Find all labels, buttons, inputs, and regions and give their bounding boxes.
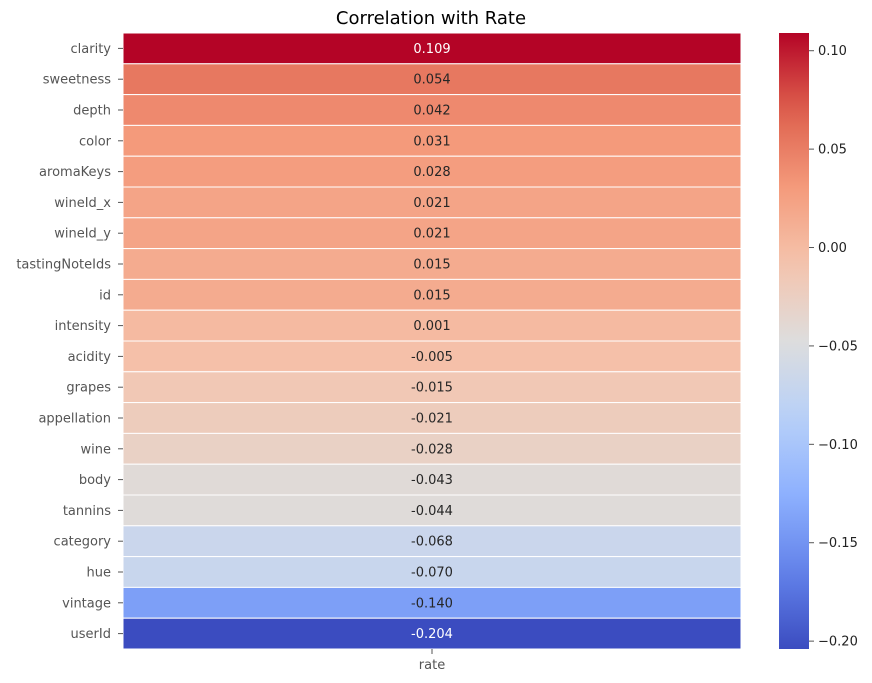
cell-value-depth: 0.042 <box>413 104 450 119</box>
heatmap-cell-depth <box>122 94 742 126</box>
cell-value-sweetness: 0.054 <box>413 73 450 88</box>
colorbar-tick-label: 0.00 <box>818 241 847 256</box>
row-labels: clarity sweetness depth color aromaKeys wineI… <box>16 42 123 642</box>
cell-value-tastingnoteids: 0.015 <box>413 258 450 273</box>
colorbar-gradient <box>779 33 809 649</box>
cell-value-aromakeys: 0.028 <box>413 165 450 180</box>
row-label-aromakeys: aromaKeys <box>39 165 111 180</box>
row-label-tannins: tannins <box>63 504 111 519</box>
row-label-hue: hue <box>87 566 111 581</box>
heatmap-cell-intensity <box>122 309 742 342</box>
row-label-tastingnoteids: tastingNoteIds <box>16 258 111 273</box>
chart-title: Correlation with Rate <box>336 8 526 29</box>
cell-value-userid: -0.204 <box>411 627 453 642</box>
heatmap-cell-clarity <box>122 32 742 65</box>
cell-value-appellation: -0.021 <box>411 412 453 427</box>
column-label-rate: rate <box>419 658 445 673</box>
colorbar-tick-label: −0.05 <box>818 339 858 354</box>
cell-value-color: 0.031 <box>413 134 450 149</box>
row-label-color: color <box>79 134 112 149</box>
colorbar-tick-label: 0.05 <box>818 143 847 158</box>
row-label-wineid-y: wineId_y <box>54 227 111 242</box>
colorbar-tick-label: 0.10 <box>818 44 847 59</box>
colorbar-tick-label: −0.15 <box>818 536 858 551</box>
heatmap-cell-grapes <box>122 371 742 404</box>
colorbar-tick-label: −0.20 <box>818 635 858 650</box>
cell-value-grapes: -0.015 <box>411 381 453 396</box>
heatmap-cell-userid <box>122 617 742 650</box>
row-label-body: body <box>79 473 111 488</box>
cell-value-hue: -0.070 <box>411 566 453 581</box>
heatmap-cells: 0.109 0.054 0.042 0.031 0.028 0.021 0.021 0.015… <box>122 32 742 650</box>
cell-value-vintage: -0.140 <box>411 596 453 611</box>
row-label-depth: depth <box>73 104 111 119</box>
cell-value-acidity: -0.005 <box>411 350 453 365</box>
row-label-userid: userId <box>71 627 111 642</box>
heatmap-cell-sweetness <box>122 63 742 96</box>
cell-value-wineid-y: 0.021 <box>413 227 450 242</box>
heatmap-cell-color <box>122 124 742 157</box>
colorbar: 0.10 0.05 0.00 −0.05 −0.10 −0.15 −0.20 <box>779 33 858 650</box>
row-label-grapes: grapes <box>66 381 111 396</box>
row-label-intensity: intensity <box>55 319 112 334</box>
row-label-wine: wine <box>81 442 111 457</box>
cell-value-tannins: -0.044 <box>411 504 453 519</box>
row-label-appellation: appellation <box>38 412 111 427</box>
heatmap-cell-wine <box>122 432 742 465</box>
row-label-acidity: acidity <box>68 350 112 365</box>
cell-value-body: -0.043 <box>411 473 453 488</box>
cell-value-wineid-x: 0.021 <box>413 196 450 211</box>
row-label-clarity: clarity <box>71 42 112 57</box>
cell-value-clarity: 0.109 <box>413 42 450 57</box>
cell-value-id: 0.015 <box>413 288 450 303</box>
row-label-id: id <box>99 288 111 303</box>
column-labels: rate <box>419 649 445 673</box>
row-label-wineid-x: wineId_x <box>54 196 111 211</box>
heatmap-cell-acidity <box>122 340 742 373</box>
row-label-vintage: vintage <box>62 596 111 611</box>
heatmap-cell-vintage <box>122 586 742 619</box>
row-label-category: category <box>54 535 112 550</box>
colorbar-tick-label: −0.10 <box>818 438 858 453</box>
cell-value-category: -0.068 <box>411 535 453 550</box>
row-label-sweetness: sweetness <box>43 73 112 88</box>
cell-value-intensity: 0.001 <box>413 319 450 334</box>
cell-value-wine: -0.028 <box>411 442 453 457</box>
